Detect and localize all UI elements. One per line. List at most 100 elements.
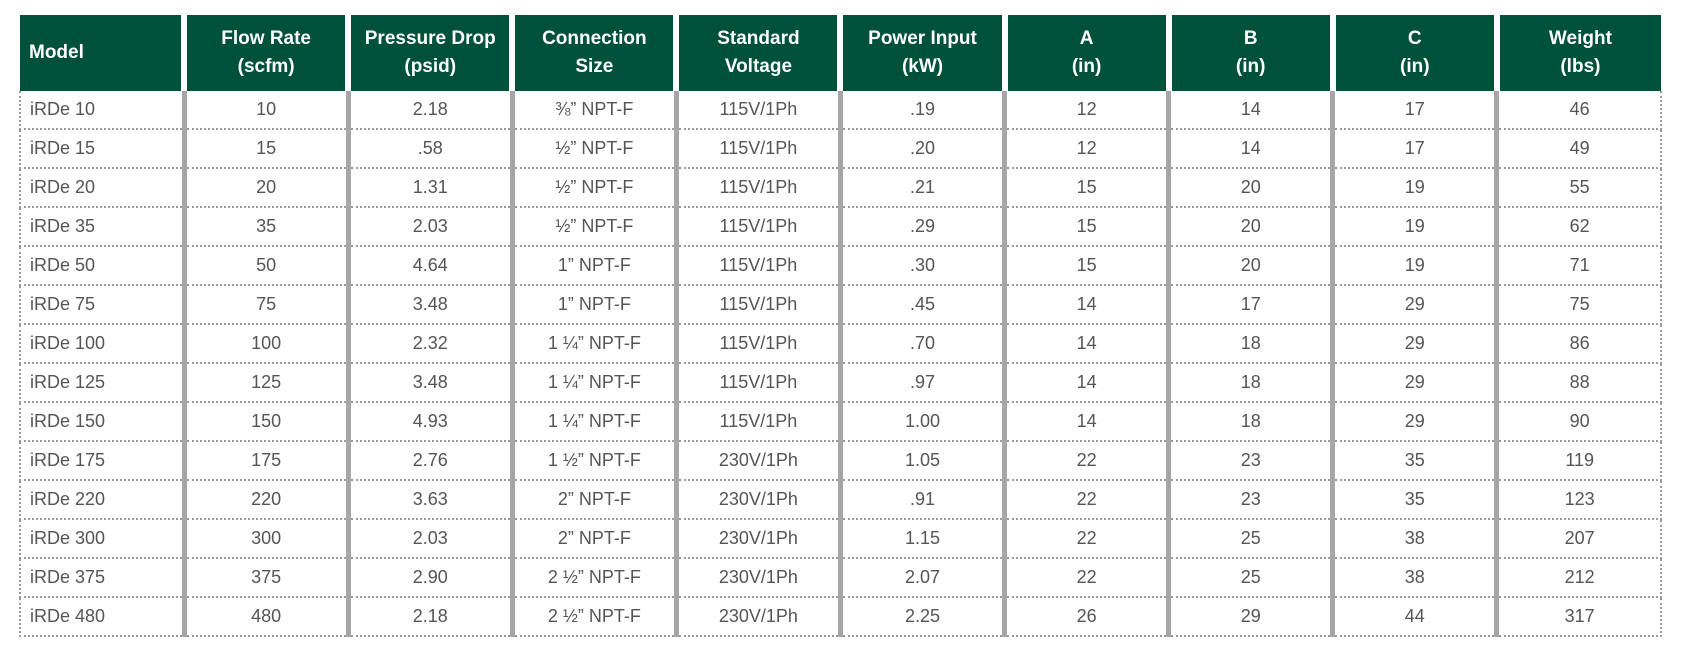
table-row: iRDe 50 50 4.64 1” NPT-F 115V/1Ph .30 15 20 19 71	[18, 246, 1663, 286]
table-row: iRDe 125 125 3.48 1 ¼” NPT-F 115V/1Ph .97 14 18…	[18, 363, 1663, 403]
table-cell: iRDe 375	[18, 558, 185, 598]
table-cell: 1 ¼” NPT-F	[509, 402, 677, 442]
table-cell: 29	[1330, 285, 1497, 325]
table-cell: 23	[1166, 480, 1333, 520]
table-cell: 15	[181, 129, 349, 169]
table-cell: 115V/1Ph	[673, 324, 841, 364]
table-cell: 317	[1494, 597, 1663, 637]
header-text: (in)	[1400, 56, 1430, 77]
table-row: iRDe 10 10 2.18 ⅜” NPT-F 115V/1Ph .19 12 14 17 46	[18, 91, 1663, 130]
table-cell: 230V/1Ph	[673, 480, 841, 520]
table-cell: 49	[1494, 129, 1663, 169]
table-cell: 100	[181, 324, 349, 364]
table-cell: 230V/1Ph	[673, 441, 841, 481]
table-cell: 125	[181, 363, 349, 403]
table-cell: .29	[837, 207, 1005, 247]
header-text: Weight	[1548, 28, 1612, 49]
table-cell: 35	[1330, 441, 1497, 481]
table-cell: 2” NPT-F	[509, 519, 677, 559]
header-text: (psid)	[404, 56, 457, 77]
header-text: Pressure Drop	[364, 28, 496, 49]
table-cell: .20	[837, 129, 1005, 169]
table-cell: 2.18	[345, 597, 513, 637]
table-cell: 62	[1494, 207, 1663, 247]
table-cell: 29	[1166, 597, 1333, 637]
table-cell: 12	[1002, 129, 1169, 169]
table-cell: 22	[1002, 519, 1169, 559]
table-cell: .97	[837, 363, 1005, 403]
table-cell: 88	[1494, 363, 1663, 403]
header-text: Flow Rate	[221, 28, 311, 49]
table-cell: 50	[181, 246, 349, 286]
table-cell: 230V/1Ph	[673, 558, 841, 598]
table-cell: 35	[181, 207, 349, 247]
table-cell: 38	[1330, 558, 1497, 598]
table-cell: 44	[1330, 597, 1497, 637]
table-cell: 230V/1Ph	[673, 597, 841, 637]
header-text: C	[1407, 28, 1422, 49]
header-text: (scfm)	[237, 56, 295, 77]
table-cell: 14	[1002, 363, 1169, 403]
header-cell: Connection Size	[509, 15, 677, 91]
table-cell: 2.76	[345, 441, 513, 481]
table-cell: 14	[1166, 129, 1333, 169]
table-cell: iRDe 50	[18, 246, 185, 286]
table-cell: 2.32	[345, 324, 513, 364]
table-cell: .30	[837, 246, 1005, 286]
header-text: (in)	[1071, 56, 1102, 77]
table-cell: 18	[1166, 363, 1333, 403]
table-cell: 2” NPT-F	[509, 480, 677, 520]
table-cell: .21	[837, 168, 1005, 208]
header-text: (kW)	[901, 56, 944, 77]
table-cell: 26	[1002, 597, 1169, 637]
table-body: iRDe 10 10 2.18 ⅜” NPT-F 115V/1Ph .19 12 14 17 46…	[18, 91, 1663, 637]
table-cell: 1.05	[837, 441, 1005, 481]
table-cell: 300	[181, 519, 349, 559]
header-row: Model Flow Rate (scfm) Pressure Drop (psid) C…	[20, 15, 1661, 91]
table-cell: iRDe 75	[18, 285, 185, 325]
table-cell: iRDe 15	[18, 129, 185, 169]
table-cell: 14	[1166, 91, 1333, 130]
table-cell: 115V/1Ph	[673, 363, 841, 403]
header-cell: Weight (lbs)	[1493, 15, 1661, 91]
table-cell: 3.48	[345, 363, 513, 403]
table-cell: 15	[1002, 246, 1169, 286]
table-cell: 119	[1494, 441, 1663, 481]
table-cell: 46	[1494, 91, 1663, 130]
table-cell: iRDe 125	[18, 363, 185, 403]
header-cell: Power Input (kW)	[837, 15, 1005, 91]
table-cell: 1” NPT-F	[509, 285, 677, 325]
table-cell: iRDe 150	[18, 402, 185, 442]
table-row: iRDe 175 175 2.76 1 ½” NPT-F 230V/1Ph 1.05 22 2…	[18, 441, 1663, 481]
table-cell: 20	[1166, 207, 1333, 247]
table-cell: 90	[1494, 402, 1663, 442]
table-cell: 12	[1002, 91, 1169, 130]
table-cell: 20	[1166, 246, 1333, 286]
table-cell: 1 ¼” NPT-F	[509, 363, 677, 403]
table-row: iRDe 35 35 2.03 ½” NPT-F 115V/1Ph .29 15 20 19 62	[18, 207, 1663, 247]
table-cell: 1.15	[837, 519, 1005, 559]
table-cell: iRDe 35	[18, 207, 185, 247]
table-cell: 71	[1494, 246, 1663, 286]
header-text: Voltage	[724, 56, 793, 77]
table-cell: 207	[1494, 519, 1663, 559]
table-cell: 19	[1330, 246, 1497, 286]
table-row: iRDe 300 300 2.03 2” NPT-F 230V/1Ph 1.15 22 25 3…	[18, 519, 1663, 559]
table-cell: 17	[1166, 285, 1333, 325]
header-cell: A (in)	[1001, 15, 1169, 91]
table-cell: .45	[837, 285, 1005, 325]
table-cell: 2.18	[345, 91, 513, 130]
table-cell: 115V/1Ph	[673, 402, 841, 442]
table-cell: 115V/1Ph	[673, 207, 841, 247]
table-cell: 20	[181, 168, 349, 208]
table-cell: 35	[1330, 480, 1497, 520]
table-cell: 212	[1494, 558, 1663, 598]
table-row: iRDe 20 20 1.31 ½” NPT-F 115V/1Ph .21 15 20 19 55	[18, 168, 1663, 208]
table-cell: 38	[1330, 519, 1497, 559]
table-cell: 1.00	[837, 402, 1005, 442]
table-cell: 4.93	[345, 402, 513, 442]
table-cell: 4.64	[345, 246, 513, 286]
table-cell: iRDe 100	[18, 324, 185, 364]
header-cell: C (in)	[1329, 15, 1497, 91]
table-cell: 86	[1494, 324, 1663, 364]
